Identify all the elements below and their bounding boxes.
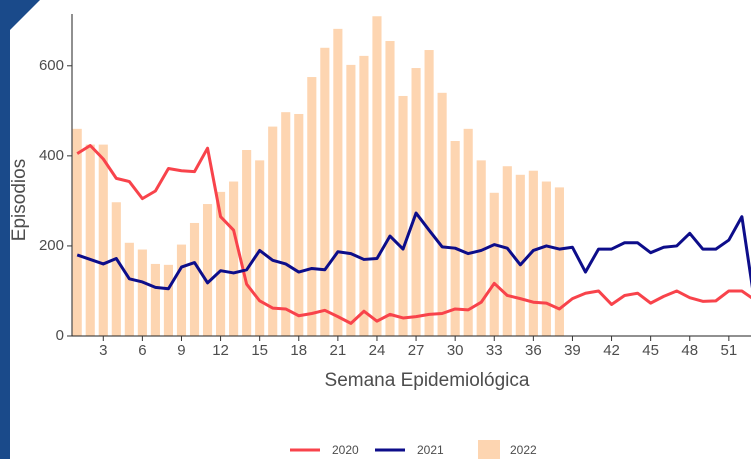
- bar: [85, 144, 95, 336]
- bar: [333, 28, 343, 336]
- x-tick-label: 33: [486, 342, 503, 359]
- x-tick-label: 30: [447, 342, 464, 359]
- bar: [98, 144, 108, 336]
- legend-label: 2020: [332, 443, 359, 457]
- bar: [163, 264, 174, 336]
- bar: [72, 128, 82, 336]
- bar: [150, 263, 160, 336]
- x-tick-label: 24: [369, 342, 386, 359]
- x-tick-label: 27: [408, 342, 425, 359]
- bar: [476, 160, 486, 336]
- bar: [489, 192, 499, 336]
- bar: [385, 41, 395, 336]
- x-tick-label: 51: [721, 342, 738, 359]
- bar: [176, 244, 187, 336]
- x-tick-label: 21: [330, 342, 347, 359]
- bar: [255, 160, 265, 336]
- x-tick-label: 36: [525, 342, 542, 359]
- x-tick-label: 9: [177, 342, 185, 359]
- bar: [320, 47, 330, 337]
- bar: [515, 174, 525, 336]
- bar: [189, 222, 200, 336]
- bar: [216, 191, 226, 336]
- x-tick-label: 6: [138, 342, 146, 359]
- bar: [124, 242, 134, 336]
- bar: [463, 128, 473, 336]
- bar: [411, 68, 421, 336]
- bar: [294, 113, 304, 336]
- x-tick-label: 48: [681, 342, 698, 359]
- x-tick-label: 39: [564, 342, 581, 359]
- bar: [281, 112, 291, 336]
- x-tick-label: 42: [603, 342, 620, 359]
- bar: [346, 64, 356, 336]
- line: [76, 211, 751, 291]
- bar: [528, 170, 538, 336]
- bar: [450, 140, 460, 336]
- bar: [111, 202, 121, 336]
- legend-label: 2021: [417, 443, 444, 457]
- bar: [541, 181, 551, 336]
- line: [76, 144, 751, 325]
- x-tick-label: 12: [212, 342, 229, 359]
- legend-swatch: [478, 440, 500, 459]
- x-tick-label: 45: [642, 342, 659, 359]
- bar: [554, 187, 564, 336]
- bar: [268, 126, 278, 337]
- legend-label: 2022: [510, 443, 537, 457]
- bar: [437, 92, 447, 336]
- bar: [502, 166, 512, 336]
- bar: [307, 77, 317, 336]
- x-tick-label: 18: [290, 342, 307, 359]
- x-tick-label: 15: [251, 342, 268, 359]
- decor-strip: [0, 0, 40, 459]
- x-axis-label: Semana Epidemiológica: [325, 370, 530, 391]
- x-tick-label: 3: [99, 342, 107, 359]
- bar: [242, 150, 252, 336]
- plot-area: [72, 16, 751, 337]
- y-tick-label: 600: [39, 57, 64, 74]
- bar: [202, 204, 213, 336]
- bar: [424, 50, 434, 336]
- bar: [137, 249, 147, 336]
- bar: [229, 181, 239, 336]
- y-axis-label: Episodios: [9, 159, 30, 241]
- bar: [398, 95, 408, 336]
- legend: 2020 2021 2022: [290, 440, 537, 459]
- bar: [372, 16, 382, 337]
- y-tick-label: 0: [56, 327, 64, 344]
- y-tick-label: 200: [39, 237, 64, 254]
- bar: [359, 55, 369, 337]
- y-tick-label: 400: [39, 147, 64, 164]
